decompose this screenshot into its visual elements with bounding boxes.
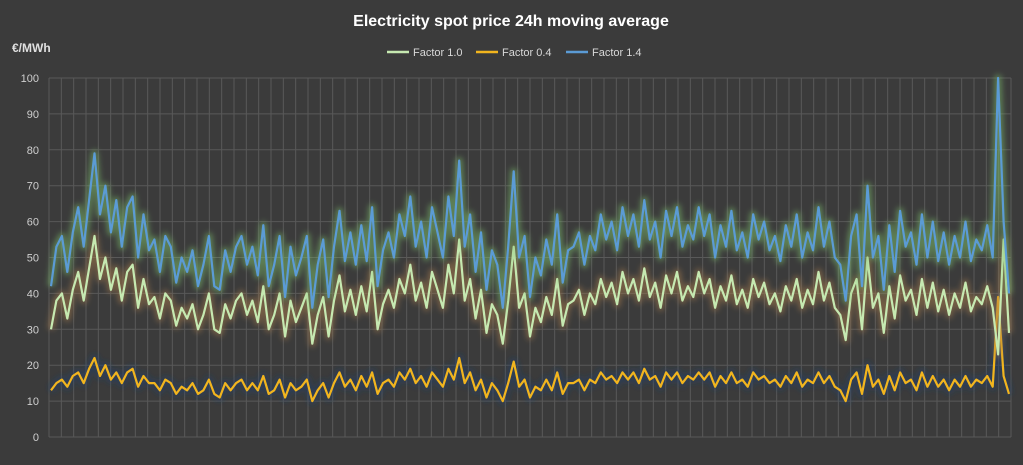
y-tick-label: 20 xyxy=(27,360,39,372)
y-tick-label: 0 xyxy=(33,432,39,444)
legend-label: Factor 1.0 xyxy=(413,47,463,59)
chart-title: Electricity spot price 24h moving averag… xyxy=(353,13,669,30)
series-line xyxy=(49,76,1011,309)
y-axis-ticks: 0 10 20 30 40 50 60 70 80 90 100 xyxy=(21,73,39,444)
y-tick-label: 10 xyxy=(27,396,39,408)
y-axis-label: €/MWh xyxy=(12,41,51,55)
y-tick-label: 30 xyxy=(27,324,39,336)
legend-label: Factor 0.4 xyxy=(502,47,552,59)
y-tick-label: 80 xyxy=(27,145,39,157)
series-line xyxy=(50,295,1011,403)
series-line xyxy=(49,234,1011,356)
y-tick-label: 70 xyxy=(27,181,39,193)
series-layer xyxy=(47,74,1013,405)
y-tick-label: 50 xyxy=(27,253,39,265)
legend-label: Factor 1.4 xyxy=(592,47,642,59)
y-tick-label: 40 xyxy=(27,288,39,300)
y-tick-label: 60 xyxy=(27,217,39,229)
y-tick-label: 100 xyxy=(21,73,39,85)
legend: Factor 1.0 Factor 0.4 Factor 1.4 xyxy=(387,47,642,59)
y-tick-label: 90 xyxy=(27,109,39,121)
